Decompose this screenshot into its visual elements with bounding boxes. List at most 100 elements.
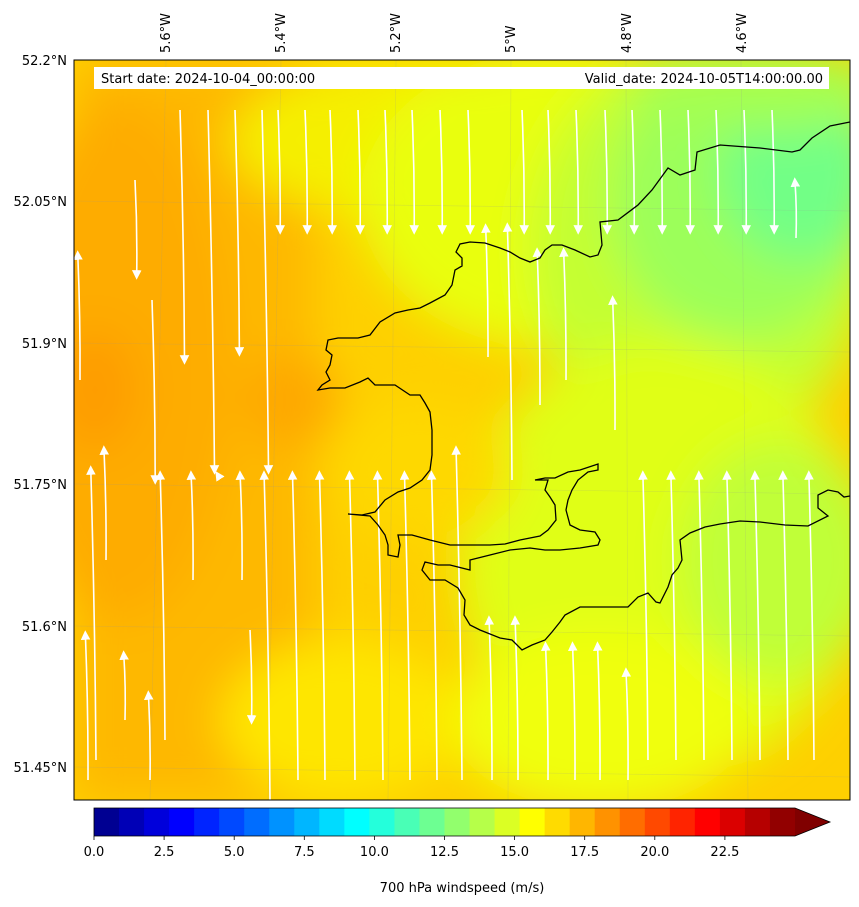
colorbar-tick-label: 20.0 — [640, 845, 669, 860]
streamline — [143, 690, 154, 781]
streamline — [275, 109, 286, 235]
streamline — [666, 470, 677, 761]
streamline — [372, 470, 384, 781]
colorbar-ticks: 0.0 2.5 5.0 7.5 10.0 12.5 15.0 17.5 20.0 22.5 — [84, 836, 739, 860]
colorbar-band — [744, 808, 771, 836]
streamline — [519, 109, 530, 235]
streamlines — [74, 109, 815, 800]
colorbar-band — [144, 808, 170, 836]
streamline — [769, 109, 780, 235]
colorbar-band — [544, 808, 571, 836]
streamline — [74, 250, 83, 381]
streamline — [608, 295, 618, 431]
colorbar: 0.0 2.5 5.0 7.5 10.0 12.5 15.0 17.5 20.0 22.5 700… — [84, 807, 832, 896]
streamline — [207, 109, 220, 475]
lon-label-5-2w: 5.2°W — [389, 13, 404, 53]
colorbar-band — [669, 808, 696, 836]
colorbar-band — [269, 808, 295, 836]
latitude-labels: 52.2°N 52.05°N 51.9°N 51.75°N 51.6°N 51.… — [14, 54, 67, 776]
start-date-text: Start date: 2024-10-04_00:00:00 — [101, 72, 315, 87]
colorbar-tick-label: 5.0 — [224, 845, 245, 860]
lon-label-4-8w: 4.8°W — [620, 13, 635, 53]
streamline — [685, 109, 696, 235]
streamline — [532, 247, 543, 406]
colorbar-tick-label: 22.5 — [710, 845, 739, 860]
streamline — [592, 641, 603, 781]
streamline — [426, 470, 438, 781]
streamline — [750, 470, 761, 761]
colorbar-band — [169, 808, 195, 836]
graticule — [74, 60, 850, 800]
colorbar-tick-label: 0.0 — [84, 845, 105, 860]
streamline — [657, 109, 668, 235]
streamline — [540, 641, 551, 781]
streamline — [186, 470, 197, 581]
streamline — [234, 109, 245, 357]
colorbar-label: 700 hPa windspeed (m/s) — [380, 881, 545, 896]
streamline — [451, 445, 463, 781]
streamline — [602, 109, 613, 235]
streamline — [235, 470, 246, 581]
colorbar-band — [344, 808, 370, 836]
lat-label-52-05n: 52.05°N — [14, 195, 67, 210]
streamline — [804, 470, 815, 761]
colorbar-band — [294, 808, 320, 836]
streamline — [382, 109, 393, 235]
colorbar-band — [94, 808, 120, 836]
colorbar-band — [494, 808, 521, 836]
streamline — [559, 247, 569, 381]
colorbar-band — [419, 808, 446, 836]
streamline — [246, 629, 257, 725]
streamline — [545, 109, 556, 235]
streamline — [399, 470, 411, 781]
streamline — [155, 470, 166, 741]
streamline — [131, 179, 142, 280]
streamline — [302, 109, 313, 235]
streamline — [713, 109, 724, 235]
streamline — [99, 445, 110, 561]
colorbar-bands — [94, 808, 796, 836]
streamline — [437, 109, 448, 235]
streamline — [638, 470, 649, 761]
colorbar-band — [469, 808, 496, 836]
streamline — [80, 630, 91, 781]
date-banner-background — [94, 67, 829, 89]
longitude-labels: 5.6°W 5.4°W 5.2°W 5°W 4.8°W 4.6°W — [159, 13, 750, 53]
colorbar-tick-label: 15.0 — [500, 845, 529, 860]
streamline — [259, 470, 271, 800]
streamline — [790, 177, 801, 239]
colorbar-tick-label: 2.5 — [154, 845, 175, 860]
colorbar-band — [519, 808, 546, 836]
streamline — [150, 299, 160, 485]
colorbar-band — [444, 808, 471, 836]
colorbar-band — [119, 808, 145, 836]
colorbar-tick-label: 10.0 — [360, 845, 389, 860]
lon-label-4-6w: 4.6°W — [735, 13, 750, 53]
lat-label-52-2n: 52.2°N — [22, 54, 67, 69]
coastline-pembrokeshire — [316, 121, 850, 651]
colorbar-band — [194, 808, 220, 836]
colorbar-tick-label: 17.5 — [570, 845, 599, 860]
streamline — [314, 470, 326, 781]
coastline — [316, 121, 850, 651]
colorbar-band — [394, 808, 421, 836]
streamline — [621, 667, 632, 781]
lon-label-5w: 5°W — [504, 25, 519, 53]
lat-label-51-45n: 51.45°N — [14, 761, 67, 776]
lon-label-5-6w: 5.6°W — [159, 13, 174, 53]
colorbar-tick-label: 12.5 — [430, 845, 459, 860]
valid-date-text: Valid_date: 2024-10-05T14:00:00.00 — [585, 72, 823, 87]
streamline — [573, 109, 584, 235]
colorbar-band — [619, 808, 646, 836]
streamline — [215, 470, 225, 482]
streamline — [119, 650, 129, 721]
streamline — [465, 109, 476, 235]
streamline — [502, 222, 513, 481]
streamline — [722, 470, 733, 761]
lat-label-51-75n: 51.75°N — [14, 478, 67, 493]
lat-label-51-9n: 51.9°N — [22, 337, 67, 352]
streamline — [355, 109, 366, 235]
lon-label-5-4w: 5.4°W — [274, 13, 289, 53]
streamline — [484, 615, 495, 781]
